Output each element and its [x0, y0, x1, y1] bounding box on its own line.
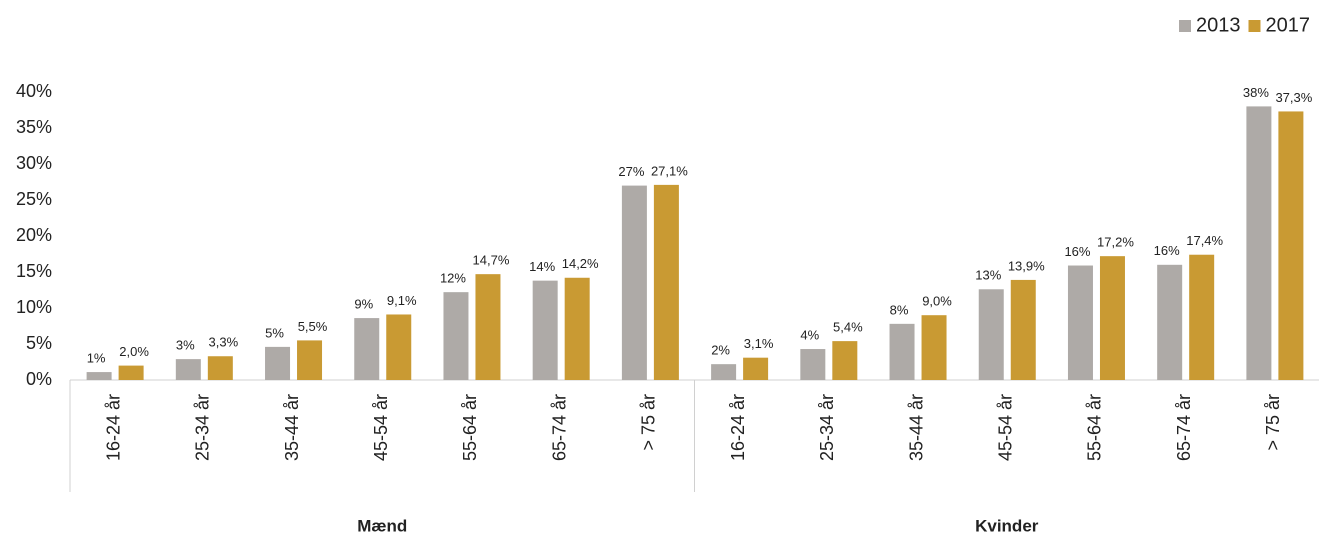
bar: [354, 318, 380, 380]
y-tick-label: 30%: [16, 153, 52, 173]
x-tick-label: 45-54 år: [371, 394, 391, 461]
bar: [1099, 256, 1125, 380]
bar: [118, 365, 144, 380]
x-tick-label: 45-54 år: [996, 394, 1016, 461]
data-label: 14,2%: [562, 256, 599, 271]
bar: [800, 349, 826, 380]
y-tick-label: 10%: [16, 297, 52, 317]
data-label: 3,3%: [209, 335, 239, 350]
bar: [1278, 111, 1304, 380]
bar: [475, 274, 501, 380]
data-label: 5,4%: [833, 320, 863, 335]
data-label: 5,5%: [298, 319, 328, 334]
data-label: 4%: [800, 327, 819, 342]
y-tick-label: 40%: [16, 81, 52, 101]
bar: [1189, 254, 1215, 380]
bar: [978, 289, 1004, 380]
data-label: 13%: [975, 268, 1001, 283]
bar: [711, 364, 737, 380]
data-label: 8%: [890, 302, 909, 317]
y-tick-label: 0%: [26, 369, 52, 389]
bar: [564, 277, 590, 380]
data-label: 9,1%: [387, 293, 417, 308]
x-tick-label: 65-74 år: [549, 394, 569, 461]
x-tick-label: 55-64 år: [1085, 394, 1105, 461]
y-tick-label: 35%: [16, 117, 52, 137]
bar: [653, 184, 679, 380]
x-tick-label: 55-64 år: [460, 394, 480, 461]
data-label: 27,1%: [651, 163, 688, 178]
bar: [207, 356, 233, 380]
x-tick-label: 25-34 år: [193, 394, 213, 461]
bar: [386, 314, 412, 380]
bar: [921, 315, 947, 380]
bar: [1246, 106, 1272, 381]
data-label: 38%: [1243, 85, 1269, 100]
data-label: 27%: [618, 164, 644, 179]
y-tick-label: 20%: [16, 225, 52, 245]
data-label: 3%: [176, 338, 195, 353]
bar: [86, 372, 112, 380]
bar: [832, 341, 858, 380]
data-label: 16%: [1154, 243, 1180, 258]
bar: [297, 340, 323, 380]
data-label: 13,9%: [1008, 258, 1045, 273]
legend-label: 2013: [1196, 14, 1241, 36]
x-tick-label: > 75 år: [1263, 394, 1283, 451]
x-tick-label: > 75 år: [639, 394, 659, 451]
data-label: 2,0%: [119, 344, 149, 359]
data-label: 3,1%: [744, 336, 774, 351]
data-label: 37,3%: [1275, 90, 1312, 105]
legend-label: 2017: [1266, 14, 1311, 36]
x-tick-label: 16-24 år: [728, 394, 748, 461]
data-label: 9%: [354, 297, 373, 312]
bar: [443, 292, 469, 380]
group-label: Kvinder: [975, 516, 1039, 535]
bar: [175, 359, 201, 380]
data-label: 12%: [440, 271, 466, 286]
data-label: 16%: [1064, 244, 1090, 259]
x-tick-label: 35-44 år: [906, 394, 926, 461]
bar: [621, 185, 647, 380]
data-label: 14,7%: [473, 253, 510, 268]
data-label: 14%: [529, 259, 555, 274]
bar: [1067, 265, 1093, 380]
bar: [889, 323, 915, 380]
y-tick-label: 15%: [16, 261, 52, 281]
bar: [1010, 279, 1036, 380]
data-label: 5%: [265, 325, 284, 340]
data-label: 2%: [711, 343, 730, 358]
bar: [265, 346, 291, 380]
y-tick-label: 25%: [16, 189, 52, 209]
x-tick-label: 25-34 år: [817, 394, 837, 461]
bar: [743, 357, 769, 380]
y-tick-label: 5%: [26, 333, 52, 353]
x-tick-label: 35-44 år: [282, 394, 302, 461]
data-label: 17,4%: [1186, 233, 1223, 248]
bar: [532, 280, 558, 380]
data-label: 1%: [87, 351, 106, 366]
x-tick-label: 16-24 år: [103, 394, 123, 461]
legend-swatch: [1248, 20, 1261, 32]
x-tick-label: 65-74 år: [1174, 394, 1194, 461]
legend-swatch: [1179, 20, 1191, 32]
bar: [1157, 264, 1183, 380]
data-label: 17,2%: [1097, 235, 1134, 250]
group-label: Mænd: [357, 516, 407, 535]
data-label: 9,0%: [922, 294, 952, 309]
